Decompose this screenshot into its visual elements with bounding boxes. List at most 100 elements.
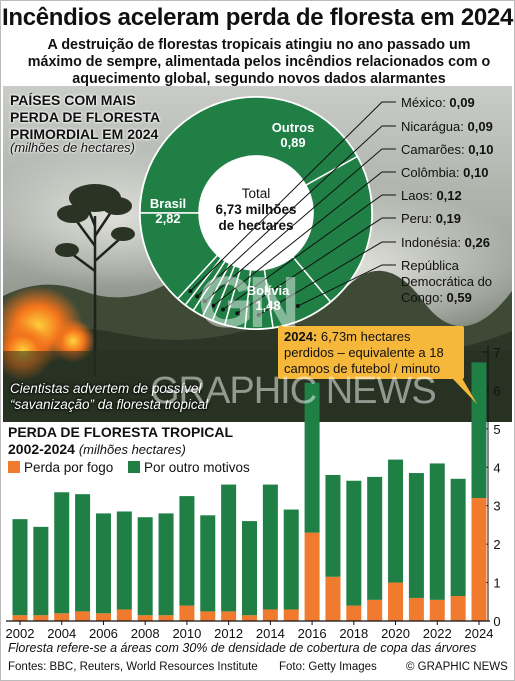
leader-dot-rep-blica-democr-tica-do-congo — [295, 304, 300, 309]
x-tick-label: 2006 — [89, 626, 118, 641]
donut-label-bolivia-name: Bolívia — [246, 283, 290, 298]
bar-fire-2019 — [367, 599, 383, 621]
x-tick-label: 2016 — [298, 626, 327, 641]
callout-camaroes: Camarões: 0,10 — [401, 142, 494, 157]
legend-fire-label: Perda por fogo — [24, 460, 114, 475]
sources: Fontes: BBC, Reuters, World Resources In… — [8, 661, 258, 673]
callout-text: 6,73m hectares perdidos – equivalente a … — [284, 329, 444, 376]
bar-other-2022 — [429, 463, 445, 600]
callout-mexico: México: 0,09 — [401, 95, 475, 110]
leader-dot-m-xico — [188, 289, 193, 294]
bar-chart-period-line: 2002-2024 (milhões hectares) — [8, 441, 186, 457]
bar-other-2004 — [54, 492, 70, 614]
x-tick-label: 2004 — [47, 626, 76, 641]
y-tick-label: 3 — [493, 499, 500, 514]
donut-label-brasil-value: 2,82 — [155, 211, 181, 226]
photo-caption: Cientistas advertem de possível “savaniz… — [10, 381, 208, 413]
leader-line-laos — [222, 194, 396, 310]
donut-label-outros: Outros 0,89 — [262, 120, 324, 150]
callout-year: 2024: — [284, 329, 318, 344]
leader-dot-laos — [221, 307, 226, 312]
donut-unit: (milhões de hectares) — [10, 140, 135, 155]
leader-line-rep-blica-democr-tica-do-congo — [297, 264, 396, 307]
donut-label-outros-value: 0,89 — [280, 135, 306, 150]
leader-line-indon-sia — [258, 241, 396, 316]
y-tick-label: 6 — [493, 383, 500, 398]
legend-fire-swatch — [8, 461, 20, 473]
bar-fire-2003 — [33, 615, 49, 621]
bar-fire-2020 — [388, 582, 404, 621]
bar-fire-2004 — [54, 613, 70, 621]
callout-nicaragua: Nicarágua: 0,09 — [401, 119, 493, 134]
bar-other-2006 — [95, 513, 111, 614]
leader-line-nicar-gua — [196, 125, 396, 297]
donut-center-total: Total 6,73 milhões de hectares — [196, 186, 316, 234]
x-tick-label: 2012 — [214, 626, 243, 641]
photo-credit: Foto: Getty Images — [279, 661, 377, 673]
leader-line-camar-es — [204, 148, 396, 302]
bar-other-2020 — [388, 459, 404, 583]
bar-other-2024 — [471, 362, 487, 499]
legend-other: Por outro motivos — [128, 460, 250, 475]
x-tick-label: 2018 — [339, 626, 368, 641]
bar-other-2014 — [262, 484, 278, 610]
bar-fire-2012 — [221, 611, 237, 621]
bar-other-2018 — [346, 480, 362, 606]
bar-fire-2015 — [283, 609, 299, 621]
bar-other-2015 — [283, 509, 299, 610]
bar-fire-2007 — [116, 609, 132, 621]
bar-fire-2009 — [158, 615, 174, 621]
legend-fire: Perda por fogo — [8, 460, 113, 475]
watermark-text: GRAPHIC NEWS — [150, 370, 437, 412]
photo-caption-line-2: “savanização” da floresta tropical — [10, 397, 209, 412]
bar-other-2021 — [408, 473, 424, 598]
bar-fire-2024 — [471, 498, 487, 621]
bar-fire-2005 — [75, 611, 91, 621]
bar-other-2017 — [325, 474, 341, 577]
bar-chart-heading: PERDA DE FLORESTA TROPICAL — [8, 424, 234, 440]
bar-other-2007 — [116, 511, 132, 610]
donut-heading-line-2: PERDA DE FLORESTA — [10, 109, 161, 125]
donut-label-outros-name: Outros — [271, 120, 315, 135]
bar-fire-2014 — [262, 609, 278, 621]
footnote: Floresta refere-se a áreas com 30% de de… — [8, 641, 477, 655]
donut-heading-line-1: PAÍSES COM MAIS — [10, 92, 136, 108]
callout-pointer — [452, 378, 477, 404]
legend-other-label: Por outro motivos — [144, 460, 250, 475]
y-tick-label: 4 — [493, 460, 500, 475]
bar-other-2010 — [179, 496, 195, 606]
donut-label-brasil: Brasil 2,82 — [143, 196, 193, 226]
x-tick-label: 2024 — [465, 626, 494, 641]
watermark-logo: GN — [198, 263, 300, 343]
bar-chart-period: 2002-2024 — [8, 441, 75, 457]
donut-center-line-3: de hectares — [218, 218, 294, 233]
bar-fire-2018 — [346, 605, 362, 621]
x-tick-label: 2010 — [172, 626, 201, 641]
x-tick-label: 2008 — [131, 626, 160, 641]
donut-label-brasil-name: Brasil — [149, 196, 187, 211]
leader-dot-nicar-gua — [195, 294, 200, 299]
y-tick-label: 7 — [493, 345, 500, 360]
bar-other-2003 — [33, 526, 49, 616]
y-tick-label: 5 — [493, 422, 500, 437]
donut-center-line-2: 6,73 milhões — [215, 202, 297, 217]
donut-label-bolivia-value: 1,48 — [255, 298, 281, 313]
bar-fire-2006 — [95, 613, 111, 621]
leader-line-m-xico — [190, 101, 396, 292]
callout-colombia: Colômbia: 0,10 — [401, 165, 489, 180]
photo-caption-line-1: Cientistas advertem de possível — [10, 381, 202, 396]
bar-fire-2010 — [179, 605, 195, 621]
bar-other-2019 — [367, 476, 383, 600]
callout-laos: Laos: 0,12 — [401, 188, 462, 203]
copyright: © GRAPHIC NEWS — [406, 661, 508, 673]
leader-line-peru — [237, 217, 396, 314]
leader-line-col-mbia — [213, 171, 396, 307]
leader-dot-indon-sia — [256, 312, 261, 317]
x-tick-label: 2022 — [423, 626, 452, 641]
donut-label-bolivia: Bolívia 1,48 — [238, 283, 298, 313]
x-tick-label: 2020 — [381, 626, 410, 641]
donut-heading: PAÍSES COM MAIS PERDA DE FLORESTA PRIMOR… — [10, 92, 160, 143]
